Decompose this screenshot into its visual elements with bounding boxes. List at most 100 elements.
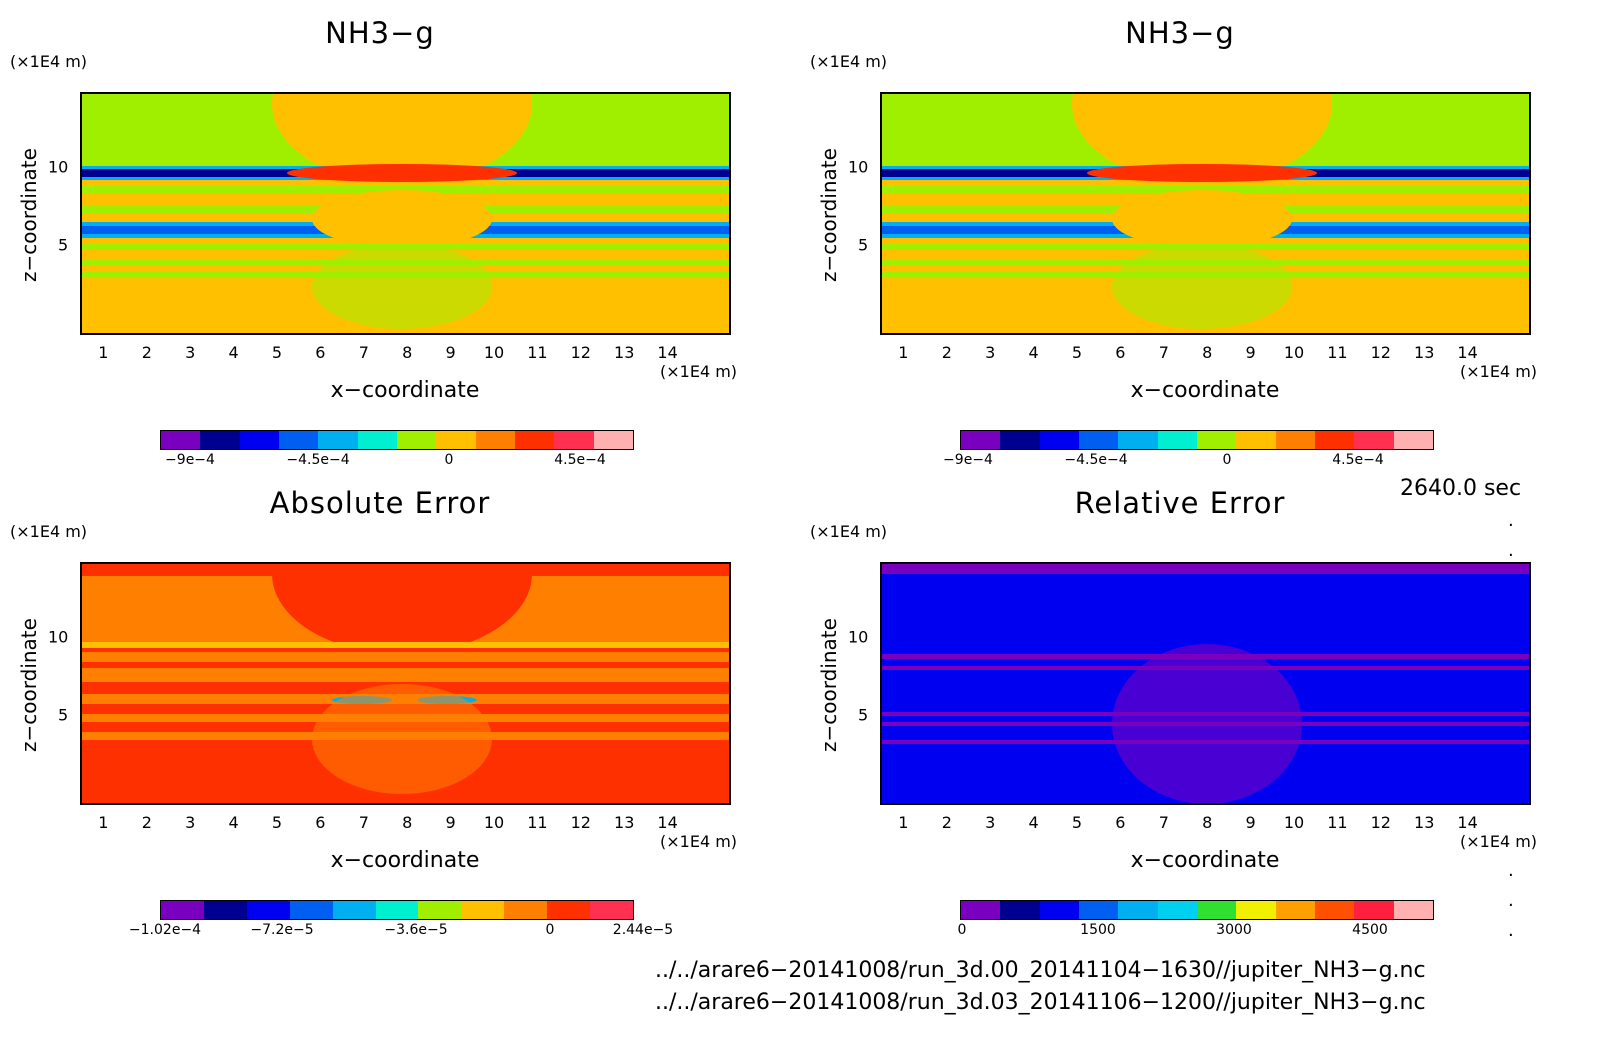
- colorbar-segment: [514, 431, 555, 449]
- x-unit-label: (×1E4 m): [660, 362, 738, 381]
- x-tick-label: 10: [483, 813, 505, 832]
- separator-dot: .: [1508, 860, 1514, 881]
- colorbar-segment: [461, 901, 505, 919]
- x-tick-label: 9: [1245, 343, 1256, 362]
- colorbar: [160, 900, 634, 920]
- heatmap-region: [287, 164, 517, 182]
- y-unit-label: (×1E4 m): [10, 52, 88, 71]
- x-tick-label: 6: [1115, 343, 1126, 362]
- x-tick-label: 8: [402, 343, 413, 362]
- heatmap-region: [1112, 644, 1302, 803]
- y-tick-label: 5: [58, 235, 69, 255]
- x-tick-label: 13: [614, 343, 635, 362]
- x-tick-label: 7: [358, 343, 369, 362]
- x-tick-label: 1: [898, 813, 909, 832]
- colorbar-tick-label: 0: [444, 452, 454, 468]
- colorbar-tick-label: 2.44e−5: [612, 922, 674, 938]
- x-tick-label: 8: [1202, 813, 1213, 832]
- colorbar-tick-label: 4.5e−4: [1332, 452, 1384, 468]
- colorbar-segment: [1196, 901, 1237, 919]
- x-tick-label: 13: [1414, 813, 1435, 832]
- panel-relative-error: Relative Error (×1E4 m) z−coordinate 5 1…: [800, 470, 1560, 950]
- x-tick-label: 14: [657, 343, 678, 362]
- x-unit-label: (×1E4 m): [1460, 362, 1538, 381]
- colorbar-segment: [239, 431, 279, 449]
- colorbar-segment: [161, 901, 204, 919]
- colorbar-segment: [1393, 431, 1433, 449]
- colorbar-tick-label: −4.5e−4: [1064, 452, 1128, 468]
- y-axis-label: z−coordinate: [17, 148, 41, 282]
- x-tick-label: 12: [1370, 343, 1391, 362]
- colorbar-segment: [590, 901, 633, 919]
- y-tick-label: 5: [858, 705, 869, 725]
- x-tick-label: 12: [570, 813, 591, 832]
- heatmap-band: [82, 642, 729, 648]
- colorbar-tick-label: −1.02e−4: [128, 922, 202, 938]
- colorbar-segment: [1000, 901, 1040, 919]
- colorbar-segment: [1393, 901, 1433, 919]
- y-axis-label: z−coordinate: [17, 618, 41, 752]
- x-tick-label: 4: [1028, 813, 1039, 832]
- colorbar-segment: [1314, 901, 1355, 919]
- x-tick-label: 2: [941, 343, 952, 362]
- heatmap-region: [312, 190, 492, 248]
- x-tick-label: 1: [98, 813, 109, 832]
- colorbar-segment: [961, 901, 1001, 919]
- y-unit-label: (×1E4 m): [10, 522, 88, 541]
- chart-title: Relative Error: [1074, 486, 1286, 520]
- x-tick-label: 10: [1283, 343, 1305, 362]
- x-tick-label: 7: [1158, 813, 1169, 832]
- x-tick-label: 9: [1245, 813, 1256, 832]
- heatmap-plot-area: [80, 562, 731, 805]
- x-tick-label: 11: [527, 813, 548, 832]
- heatmap-region: [1087, 164, 1317, 182]
- y-tick-label: 10: [48, 627, 69, 647]
- y-unit-label: (×1E4 m): [810, 52, 888, 71]
- colorbar-segment: [1118, 901, 1158, 919]
- y-axis-label: z−coordinate: [817, 148, 841, 282]
- x-tick-label: 6: [1115, 813, 1126, 832]
- colorbar-segment: [1078, 901, 1119, 919]
- colorbar-segment: [1039, 901, 1079, 919]
- colorbar-tick-label: 4500: [1352, 922, 1388, 938]
- colorbar-segment: [1236, 901, 1276, 919]
- colorbar-tick-label: 4.5e−4: [554, 452, 606, 468]
- x-tick-label: 8: [1202, 343, 1213, 362]
- x-unit-label: (×1E4 m): [1460, 832, 1538, 851]
- panel-absolute-error: Absolute Error (×1E4 m) z−coordinate 5 1…: [0, 470, 760, 950]
- x-axis-label: x−coordinate: [330, 378, 480, 403]
- heatmap-band: [882, 564, 1529, 574]
- x-axis-label: x−coordinate: [330, 848, 480, 873]
- simulation-time: 2640.0 sec: [1400, 476, 1522, 501]
- chart-title: Absolute Error: [269, 486, 491, 520]
- colorbar-segment: [161, 431, 201, 449]
- x-tick-label: 7: [1158, 343, 1169, 362]
- colorbar-segment: [1354, 901, 1394, 919]
- colorbar-tick-label: 0: [957, 922, 967, 938]
- separator-dot: .: [1508, 540, 1514, 561]
- x-tick-label: 9: [445, 343, 456, 362]
- y-tick-label: 10: [848, 157, 869, 177]
- colorbar-segment: [318, 431, 358, 449]
- colorbar-segment: [246, 901, 290, 919]
- colorbar-segment: [504, 901, 548, 919]
- x-tick-label: 1: [898, 343, 909, 362]
- colorbar-segment: [1275, 901, 1315, 919]
- panel-nh3-top-left: NH3−g (×1E4 m) z−coordinate 5 10 (×1E4 m…: [0, 0, 760, 480]
- colorbar-segment: [593, 431, 633, 449]
- colorbar-segment: [418, 901, 462, 919]
- x-tick-label: 8: [402, 813, 413, 832]
- colorbar-segment: [1078, 431, 1119, 449]
- colorbar-tick-label: −4.5e−4: [286, 452, 350, 468]
- x-tick-label: 4: [228, 813, 239, 832]
- colorbar-segment: [554, 431, 594, 449]
- heatmap-region: [312, 684, 492, 794]
- heatmap-region: [1112, 190, 1292, 248]
- x-tick-label: 6: [315, 343, 326, 362]
- x-tick-label: 14: [1457, 343, 1478, 362]
- panel-nh3-top-right: NH3−g (×1E4 m) z−coordinate 5 10 (×1E4 m…: [800, 0, 1560, 480]
- x-tick-label: 1: [98, 343, 109, 362]
- colorbar-segment: [396, 431, 437, 449]
- y-tick-label: 5: [858, 235, 869, 255]
- colorbar-tick-label: 1500: [1080, 922, 1116, 938]
